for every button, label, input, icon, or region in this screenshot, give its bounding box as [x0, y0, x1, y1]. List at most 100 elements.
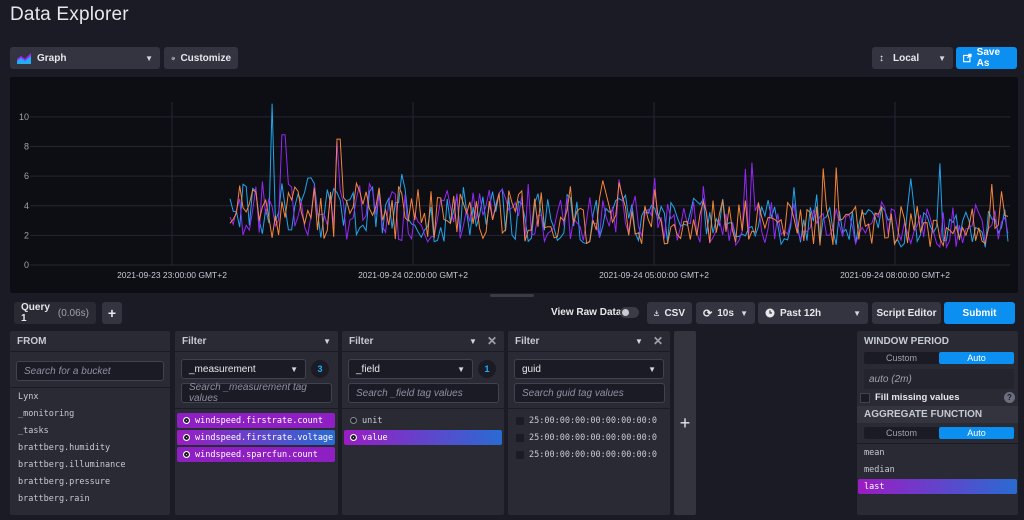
script-editor-button[interactable]: Script Editor [872, 302, 941, 324]
chevron-down-icon: ▼ [740, 308, 748, 318]
checkbox-icon[interactable] [516, 416, 524, 425]
chevron-down-icon: ▼ [457, 364, 465, 374]
time-range-label: Past 12h [780, 307, 822, 319]
tag-value-item[interactable]: windspeed.sparcfun.count [177, 447, 335, 462]
filter-header[interactable]: Filter ▼ ✕ [508, 331, 670, 351]
panel-separator [342, 408, 504, 409]
save-as-button[interactable]: Save As [956, 47, 1017, 69]
window-period-title: WINDOW PERIOD [864, 335, 949, 347]
window-custom-option[interactable]: Custom [885, 353, 917, 363]
filter-panel-guid: Filter ▼ ✕ guid ▼ Search guid tag values… [508, 331, 670, 515]
checkbox-icon[interactable] [350, 434, 357, 441]
series-line [229, 103, 1009, 248]
timezone-label: Local [893, 52, 920, 64]
chevron-down-icon: ▼ [938, 53, 946, 63]
time-range-dropdown[interactable]: Past 12h ▼ [758, 302, 868, 324]
view-raw-toggle[interactable] [620, 307, 639, 318]
checkbox-icon[interactable] [183, 451, 190, 458]
panel-separator [508, 408, 670, 409]
aggregate-function-item[interactable]: median [858, 462, 1017, 477]
query-time: (0.06s) [57, 307, 89, 319]
bucket-item[interactable]: Lynx [12, 389, 168, 404]
checkbox-icon[interactable] [516, 450, 524, 459]
window-auto-option[interactable]: Auto [939, 352, 1014, 364]
query-tab[interactable]: Query 1 (0.06s) [14, 302, 96, 324]
tag-value-item[interactable]: value [344, 430, 502, 445]
guid-key-dropdown[interactable]: guid ▼ [514, 359, 664, 379]
bucket-item-label: brattberg.illuminance [18, 459, 126, 470]
filter-key-label: guid [522, 363, 541, 375]
bucket-item[interactable]: brattberg.rain [12, 491, 168, 506]
tag-value-item[interactable]: windspeed.firstrate.count [177, 413, 335, 428]
clock-icon [765, 308, 775, 318]
bucket-search-input[interactable]: Search for a bucket [16, 361, 164, 381]
field-key-dropdown[interactable]: _field ▼ [348, 359, 473, 379]
guid-search-input[interactable]: Search guid tag values [514, 383, 665, 403]
fill-missing-row: Fill missing values ? [860, 391, 1015, 404]
resize-handle[interactable] [490, 294, 534, 297]
panel-separator [175, 408, 338, 409]
refresh-label: 10s [717, 307, 734, 319]
tag-value-label: windspeed.firstrate.voltage [195, 432, 334, 443]
field-search-input[interactable]: Search _field tag values [348, 383, 499, 403]
aggregate-function-item[interactable]: last [858, 479, 1017, 494]
graph-type-label: Graph [37, 52, 67, 64]
tag-value-item[interactable]: unit [344, 413, 502, 428]
tag-value-item[interactable]: windspeed.firstrate.voltage [177, 430, 335, 445]
customize-label: Customize [180, 52, 231, 64]
add-filter-button[interactable]: + [674, 331, 696, 515]
filter-title: Filter [515, 335, 540, 347]
close-icon[interactable]: ✕ [486, 334, 497, 348]
aggregate-function-item[interactable]: mean [858, 445, 1017, 460]
panel-separator [508, 351, 670, 352]
checkbox-icon[interactable] [350, 417, 357, 424]
window-period-value: auto (2m) [864, 369, 1014, 389]
filter-header[interactable]: Filter ▼ ✕ [342, 331, 504, 351]
checkbox-icon[interactable] [183, 434, 190, 441]
customize-button[interactable]: Customize [164, 47, 238, 69]
window-period-toggle[interactable]: Custom Auto [864, 352, 1014, 364]
timezone-dropdown[interactable]: ↕ Local ▼ [872, 47, 953, 69]
bucket-item[interactable]: _tasks [12, 423, 168, 438]
bucket-item[interactable]: brattberg.pressure [12, 474, 168, 489]
add-query-button[interactable]: + [102, 302, 122, 324]
bucket-item-label: brattberg.rain [18, 493, 90, 504]
checkbox-icon[interactable] [516, 433, 524, 442]
filter-header[interactable]: Filter ▼ [175, 331, 338, 351]
refresh-dropdown[interactable]: ⟳ 10s ▼ [696, 302, 755, 324]
chevron-down-icon: ▼ [145, 53, 153, 63]
y-tick-label: 8 [24, 142, 29, 152]
bucket-item[interactable]: brattberg.illuminance [12, 457, 168, 472]
checkbox-icon[interactable] [183, 417, 190, 424]
aggregate-custom-option[interactable]: Custom [885, 428, 917, 438]
tag-value-item[interactable]: 25:00:00:00:00:00:00:00:0 [510, 430, 668, 445]
view-raw-label: View Raw Data [551, 307, 622, 318]
help-icon[interactable]: ? [1004, 392, 1015, 403]
bucket-item-label: brattberg.pressure [18, 476, 111, 487]
filter-panel-measurement: Filter ▼ _measurement ▼ 3 Search _measur… [175, 331, 338, 515]
bucket-item[interactable]: _monitoring [12, 406, 168, 421]
tag-value-item[interactable]: 25:00:00:00:00:00:00:00:0 [510, 447, 668, 462]
chevron-down-icon: ▼ [323, 336, 331, 346]
measurement-key-dropdown[interactable]: _measurement ▼ [181, 359, 306, 379]
from-panel-title: FROM [17, 335, 47, 347]
x-tick-label: 2021-09-24 02:00:00 GMT+2 [358, 270, 468, 280]
bucket-item-label: _monitoring [18, 408, 75, 419]
selected-count-badge: 1 [478, 360, 496, 378]
close-icon[interactable]: ✕ [652, 334, 663, 348]
tag-value-item[interactable]: 25:00:00:00:00:00:00:00:0 [510, 413, 668, 428]
x-tick-label: 2021-09-23 23:00:00 GMT+2 [117, 270, 227, 280]
measurement-search-input[interactable]: Search _measurement tag values [181, 382, 332, 404]
aggregate-toggle[interactable]: Custom Auto [864, 427, 1014, 439]
x-tick-label: 2021-09-24 05:00:00 GMT+2 [599, 270, 709, 280]
graph-icon [17, 52, 31, 64]
bucket-item[interactable]: brattberg.humidity [12, 440, 168, 455]
submit-button[interactable]: Submit [944, 302, 1015, 324]
fill-missing-label: Fill missing values [875, 392, 960, 403]
fill-missing-checkbox[interactable] [860, 392, 870, 403]
csv-button[interactable]: CSV [647, 302, 692, 324]
filter-key-label: _measurement [189, 363, 256, 375]
graph-type-dropdown[interactable]: Graph ▼ [10, 47, 160, 69]
series-line [229, 138, 1009, 248]
aggregate-auto-option[interactable]: Auto [939, 427, 1014, 439]
